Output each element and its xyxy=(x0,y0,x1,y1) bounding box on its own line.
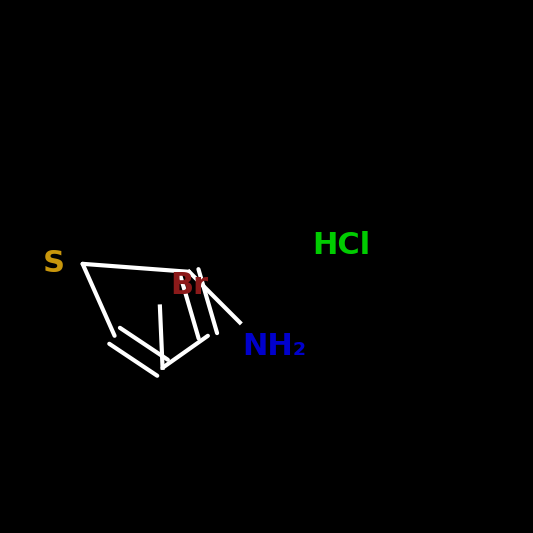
Text: S: S xyxy=(42,249,64,278)
Text: HCl: HCl xyxy=(312,231,370,260)
Text: NH₂: NH₂ xyxy=(243,332,306,361)
Text: Br: Br xyxy=(170,271,208,300)
